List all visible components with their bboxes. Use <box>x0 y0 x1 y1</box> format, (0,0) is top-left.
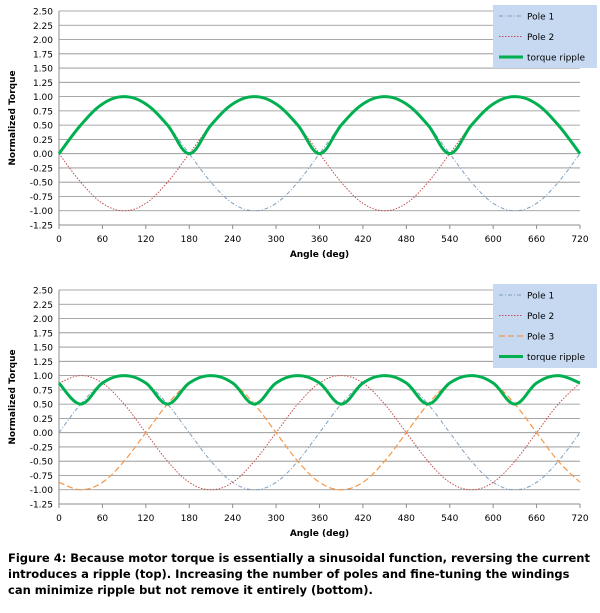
y-tick-label: -1.00 <box>30 486 54 496</box>
series-line-torque-ripple <box>57 95 582 156</box>
chart-1: 2.50 2.25 2.00 1.75 1.50 1.25 1.00 0.75 0.50 0.25… <box>8 5 597 260</box>
y-tick-label: -1.25 <box>30 222 53 232</box>
legend-label: Pole 2 <box>527 312 554 322</box>
chart-2: 2.50 2.25 2.00 1.75 1.50 1.25 1.00 0.75 0.50 0.25… <box>8 284 597 539</box>
y-tick-label: 0.75 <box>33 386 53 396</box>
x-tick-label: 420 <box>354 514 371 524</box>
x-tick-label: 480 <box>398 514 415 524</box>
y-tick-label: 0.00 <box>33 429 53 439</box>
x-tick-label: 660 <box>528 514 545 524</box>
y-axis-title: Normalized Torque <box>8 70 18 165</box>
y-tick-label: 0.50 <box>33 401 53 411</box>
y-tick-label: 2.00 <box>33 315 53 325</box>
x-tick-label: 300 <box>267 514 284 524</box>
y-tick-label: -0.25 <box>30 164 53 174</box>
legend-label: Pole 3 <box>527 333 554 343</box>
figure-caption: Figure 4: Because motor torque is essent… <box>8 551 590 597</box>
x-tick-label: 600 <box>485 514 502 524</box>
x-axis-title: Angle (deg) <box>290 529 349 539</box>
y-tick-label: 1.75 <box>33 50 53 60</box>
series-line-pole-3 <box>58 375 581 491</box>
x-tick-label: 180 <box>181 235 198 245</box>
y-tick-label: 1.25 <box>33 79 53 89</box>
y-tick-label: 1.00 <box>33 93 53 103</box>
series-line-torque-ripple <box>57 374 581 406</box>
legend-label: Pole 1 <box>527 292 554 302</box>
x-tick-label: 0 <box>56 514 62 524</box>
y-tick-label: -0.50 <box>30 179 54 189</box>
y-tick-label: -1.00 <box>30 207 54 217</box>
x-axis-title: Angle (deg) <box>290 250 349 260</box>
x-tick-label: 540 <box>441 514 458 524</box>
y-axis-title: Normalized Torque <box>8 349 18 444</box>
y-tick-label: -0.75 <box>30 193 53 203</box>
y-tick-label: 1.25 <box>33 358 53 368</box>
x-tick-label: 180 <box>181 514 198 524</box>
y-tick-label: 2.00 <box>33 36 53 46</box>
x-tick-label: 480 <box>398 235 415 245</box>
y-tick-label: 0.00 <box>33 150 53 160</box>
y-tick-label: 0.25 <box>33 415 53 425</box>
y-tick-label: 2.25 <box>33 22 53 32</box>
legend-label: Pole 1 <box>527 13 554 23</box>
x-tick-label: 360 <box>311 235 328 245</box>
x-tick-label: 300 <box>267 235 284 245</box>
x-tick-label: 540 <box>441 235 458 245</box>
y-tick-label: 2.50 <box>33 287 53 297</box>
y-tick-label: 0.75 <box>33 107 53 117</box>
y-tick-label: 0.50 <box>33 122 53 132</box>
x-tick-label: 60 <box>97 235 109 245</box>
y-tick-label: -0.75 <box>30 472 53 482</box>
y-tick-label: 2.50 <box>33 8 53 18</box>
y-tick-label: 1.50 <box>33 344 53 354</box>
y-tick-label: 2.25 <box>33 301 53 311</box>
x-tick-label: 240 <box>224 514 241 524</box>
legend-label: torque ripple <box>527 54 586 64</box>
legend <box>493 284 597 368</box>
y-tick-label: -0.50 <box>30 458 54 468</box>
x-tick-label: 240 <box>224 235 241 245</box>
x-tick-label: 660 <box>528 235 545 245</box>
y-tick-label: -1.25 <box>30 501 53 511</box>
x-tick-label: 600 <box>485 235 502 245</box>
x-tick-label: 420 <box>354 235 371 245</box>
x-tick-label: 720 <box>571 514 588 524</box>
x-tick-label: 0 <box>56 235 62 245</box>
series-line-pole-1 <box>58 96 581 212</box>
x-tick-label: 120 <box>137 514 154 524</box>
y-tick-label: -0.25 <box>30 443 53 453</box>
y-tick-label: 0.25 <box>33 136 53 146</box>
y-tick-label: 1.50 <box>33 65 53 75</box>
x-tick-label: 60 <box>97 514 109 524</box>
x-tick-label: 720 <box>571 235 588 245</box>
x-tick-label: 360 <box>311 514 328 524</box>
legend-label: Pole 2 <box>527 33 554 43</box>
y-tick-label: 1.75 <box>33 329 53 339</box>
x-tick-label: 120 <box>137 235 154 245</box>
y-tick-label: 1.00 <box>33 372 53 382</box>
legend-label: torque ripple <box>527 353 586 363</box>
